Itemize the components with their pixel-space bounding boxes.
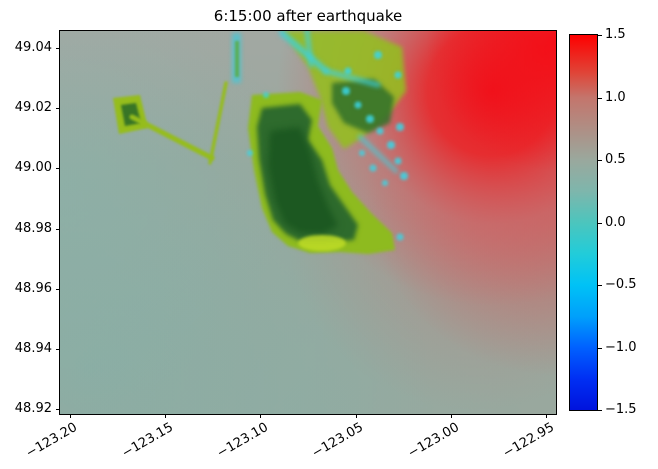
x-tick-mark [260, 414, 262, 418]
x-tick-label: −123.20 [23, 420, 81, 462]
heatmap-canvas [60, 31, 556, 414]
y-tick-mark [56, 409, 60, 411]
y-tick-label: 49.04 [14, 39, 52, 55]
colorbar-tick-label: −0.5 [605, 277, 637, 292]
colorbar-tick-mark [598, 160, 602, 161]
y-tick-label: 48.94 [14, 341, 52, 357]
y-tick-mark [56, 349, 60, 351]
x-tick-mark [546, 414, 548, 418]
x-tick-mark [451, 414, 453, 418]
colorbar-tick-mark [598, 35, 602, 36]
colorbar-tick-label: −1.5 [605, 402, 637, 417]
colorbar-tick-label: −1.0 [605, 339, 637, 355]
colorbar-tick-label: 0.0 [605, 214, 626, 230]
colorbar-tick-mark [598, 97, 602, 99]
y-tick-mark [56, 107, 60, 109]
chart-title: 6:15:00 after earthquake [213, 7, 403, 25]
colorbar [569, 34, 598, 411]
y-tick-mark [56, 47, 60, 49]
colorbar-tick-label: 1.5 [605, 27, 626, 42]
colorbar-tick-label: 0.5 [605, 152, 626, 167]
plot-area [59, 30, 557, 415]
colorbar-gradient [570, 35, 597, 410]
x-tick-label: −123.15 [119, 420, 176, 462]
y-tick-label: 49.00 [14, 160, 52, 176]
x-tick-label: −123.10 [214, 420, 271, 462]
y-tick-mark [56, 288, 60, 290]
colorbar-tick-mark [598, 222, 602, 224]
y-tick-label: 48.92 [14, 401, 52, 417]
y-tick-mark [56, 228, 60, 230]
y-tick-label: 48.96 [14, 280, 52, 296]
colorbar-tick-mark [598, 410, 602, 411]
x-tick-mark [164, 414, 166, 418]
y-tick-label: 48.98 [14, 220, 52, 236]
x-tick-label: −123.00 [405, 420, 462, 462]
colorbar-tick-mark [598, 285, 602, 286]
colorbar-tick-label: 1.0 [605, 89, 626, 105]
y-tick-mark [56, 168, 60, 170]
y-tick-label: 49.02 [14, 99, 52, 115]
x-tick-mark [69, 414, 71, 418]
x-tick-label: −123.05 [309, 420, 367, 462]
x-tick-mark [355, 414, 357, 418]
x-tick-label: −122.95 [500, 420, 557, 462]
colorbar-tick-mark [598, 347, 602, 349]
